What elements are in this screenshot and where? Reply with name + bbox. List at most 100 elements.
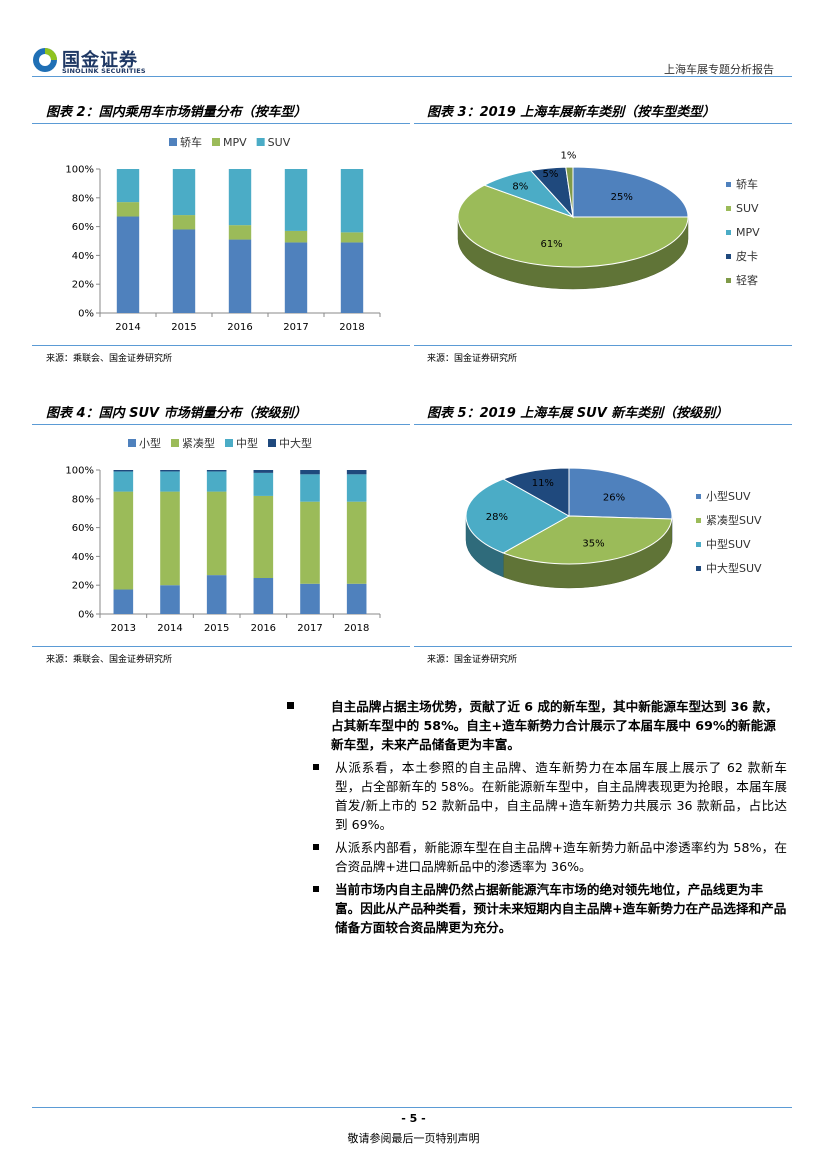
x-tick-label: 2016 bbox=[251, 623, 276, 634]
bullet-sub-2: 从派系内部看，新能源车型在自主品牌+造车新势力新品中渗透率约为 58%，在合资品… bbox=[287, 838, 787, 876]
bar-segment bbox=[206, 575, 227, 614]
fig2-title: 图表 2：国内乘用车市场销量分布（按车型） bbox=[46, 105, 307, 120]
legend-label: MPV bbox=[736, 226, 760, 239]
pie-slice bbox=[565, 166, 574, 218]
bar-segment bbox=[300, 470, 320, 475]
x-tick-label: 2017 bbox=[297, 623, 322, 634]
bar-segment bbox=[228, 225, 252, 240]
bar-segment bbox=[172, 229, 196, 313]
pie-value-label: 8% bbox=[512, 181, 528, 192]
bar-segment bbox=[253, 578, 274, 614]
pie-value-label: 28% bbox=[486, 512, 508, 523]
footer-rule bbox=[32, 1107, 792, 1108]
square-bullet-icon bbox=[313, 844, 319, 850]
legend-swatch bbox=[128, 439, 136, 447]
legend-label: 中型 bbox=[236, 436, 258, 450]
bar-segment bbox=[113, 470, 134, 472]
pie-value-label: 5% bbox=[542, 169, 558, 180]
y-tick-label: 100% bbox=[65, 165, 94, 176]
legend-swatch bbox=[726, 230, 731, 235]
pie-slice bbox=[502, 515, 673, 565]
bar-segment bbox=[346, 501, 367, 584]
bullet-sub-1-text: 从派系看，本土参照的自主品牌、造车新势力在本届车展上展示了 62 款新车型，占全… bbox=[335, 760, 787, 832]
pie-value-label: 26% bbox=[603, 492, 625, 503]
legend-label: 小型SUV bbox=[706, 489, 751, 503]
fig2-top-rule bbox=[32, 123, 410, 124]
square-bullet-icon bbox=[287, 702, 294, 709]
y-tick-label: 80% bbox=[72, 193, 94, 204]
legend-swatch bbox=[726, 206, 731, 211]
legend-swatch bbox=[726, 182, 731, 187]
bar-segment bbox=[172, 215, 196, 230]
report-title: 上海车展专题分析报告 bbox=[664, 63, 774, 76]
pie-slice bbox=[568, 467, 673, 520]
legend-label: SUV bbox=[736, 202, 759, 215]
bar-segment bbox=[113, 471, 134, 492]
bar-segment bbox=[340, 232, 364, 243]
fig5-top-rule bbox=[414, 424, 792, 425]
fig4-chart: 小型 紧凑型 中型 中大型 0% 20% 40% 60% 80% 100% 2013 2014 2015… bbox=[65, 436, 381, 634]
fig5-source: 来源：国金证券研究所 bbox=[427, 655, 518, 665]
logo-en-text: SINOLINK SECURITIES bbox=[62, 67, 146, 75]
legend-label: 轿车 bbox=[180, 135, 202, 149]
y-tick-label: 100% bbox=[65, 466, 94, 477]
legend-swatch bbox=[726, 278, 731, 283]
fig2-chart: 轿车 MPV SUV 0% 20% 40% 60% 80% 100% 2014 2015 2016 20… bbox=[65, 135, 381, 333]
bar-segment bbox=[346, 470, 367, 475]
legend-label: 紧凑型 bbox=[182, 436, 215, 450]
bar-segment bbox=[228, 169, 252, 226]
bar-segment bbox=[284, 169, 308, 231]
legend-swatch bbox=[268, 439, 276, 447]
bullet-sub-2-text: 从派系内部看，新能源车型在自主品牌+造车新势力新品中渗透率约为 58%，在合资品… bbox=[335, 840, 787, 874]
x-tick-label: 2018 bbox=[339, 322, 364, 333]
bar-segment bbox=[116, 169, 140, 203]
fig4-top-rule bbox=[32, 424, 410, 425]
legend-swatch bbox=[225, 439, 233, 447]
bullet-sub-3-text: 当前市场内自主品牌仍然占据新能源汽车市场的绝对领先地位，产品线更为丰富。因此从产… bbox=[335, 882, 787, 935]
legend-swatch bbox=[212, 138, 220, 146]
company-logo-icon bbox=[33, 48, 57, 72]
legend-swatch bbox=[256, 138, 265, 146]
body-text: 自主品牌占据主场优势，贡献了近 6 成的新车型，其中新能源车型达到 36 款，占… bbox=[287, 697, 787, 941]
pie-slice bbox=[457, 184, 689, 268]
header-rule bbox=[32, 76, 792, 77]
y-tick-label: 60% bbox=[72, 222, 94, 233]
fig5-title: 图表 5：2019 上海车展 SUV 新车类别（按级别） bbox=[427, 406, 729, 421]
bar-segment bbox=[116, 202, 140, 217]
bar-segment bbox=[172, 169, 196, 216]
legend-swatch bbox=[696, 494, 701, 499]
bar-segment bbox=[206, 470, 227, 472]
fig5-bottom-rule bbox=[414, 646, 792, 647]
bar-segment bbox=[253, 470, 274, 473]
disclaimer-note: 敬请参阅最后一页特别声明 bbox=[347, 1132, 480, 1145]
fig3-source: 来源：国金证券研究所 bbox=[427, 354, 518, 364]
legend-label: 中大型 bbox=[279, 436, 312, 450]
bar-segment bbox=[113, 589, 134, 614]
bullet-main-text: 自主品牌占据主场优势，贡献了近 6 成的新车型，其中新能源车型达到 36 款，占… bbox=[331, 699, 778, 752]
legend-label: 小型 bbox=[139, 436, 161, 450]
legend-label: SUV bbox=[268, 136, 291, 149]
y-tick-label: 0% bbox=[78, 610, 94, 621]
bullet-sub-1: 从派系看，本土参照的自主品牌、造车新势力在本届车展上展示了 62 款新车型，占全… bbox=[287, 758, 787, 834]
bar-segment bbox=[253, 495, 274, 578]
fig3-title: 图表 3：2019 上海车展新车类别（按车型类型） bbox=[427, 105, 716, 120]
pie-slice bbox=[572, 166, 689, 218]
logo-cn-text: 国金证券 bbox=[62, 50, 138, 71]
y-tick-label: 40% bbox=[72, 552, 94, 563]
bar-segment bbox=[284, 242, 308, 313]
square-bullet-icon bbox=[313, 764, 319, 770]
bar-segment bbox=[300, 501, 320, 584]
bar-segment bbox=[340, 242, 364, 313]
bar-segment bbox=[300, 583, 320, 614]
legend-swatch bbox=[726, 254, 731, 259]
legend-label: 紧凑型SUV bbox=[706, 513, 762, 527]
x-tick-label: 2013 bbox=[111, 623, 136, 634]
fig3-bottom-rule bbox=[414, 345, 792, 346]
x-tick-label: 2014 bbox=[157, 623, 182, 634]
bar-segment bbox=[116, 216, 140, 313]
bullet-main: 自主品牌占据主场优势，贡献了近 6 成的新车型，其中新能源车型达到 36 款，占… bbox=[287, 697, 787, 754]
fig5-chart: 26% 35% 28% 11% 小型SUV 紧凑型SUV 中型SUV 中大型SUV bbox=[465, 467, 762, 589]
x-tick-label: 2018 bbox=[344, 623, 369, 634]
bar-segment bbox=[160, 491, 180, 586]
